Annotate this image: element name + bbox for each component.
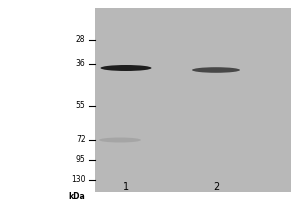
Text: 55: 55	[76, 102, 85, 110]
Ellipse shape	[192, 67, 240, 73]
Text: 36: 36	[76, 60, 85, 68]
Text: 95: 95	[76, 156, 85, 164]
Ellipse shape	[100, 65, 152, 71]
Text: 2: 2	[213, 182, 219, 192]
Text: 72: 72	[76, 136, 86, 144]
Text: 130: 130	[71, 176, 85, 184]
Ellipse shape	[99, 138, 141, 142]
Bar	[94, 8, 291, 192]
Text: 1: 1	[123, 182, 129, 192]
Text: kDa: kDa	[69, 192, 86, 200]
Text: 28: 28	[76, 36, 86, 45]
